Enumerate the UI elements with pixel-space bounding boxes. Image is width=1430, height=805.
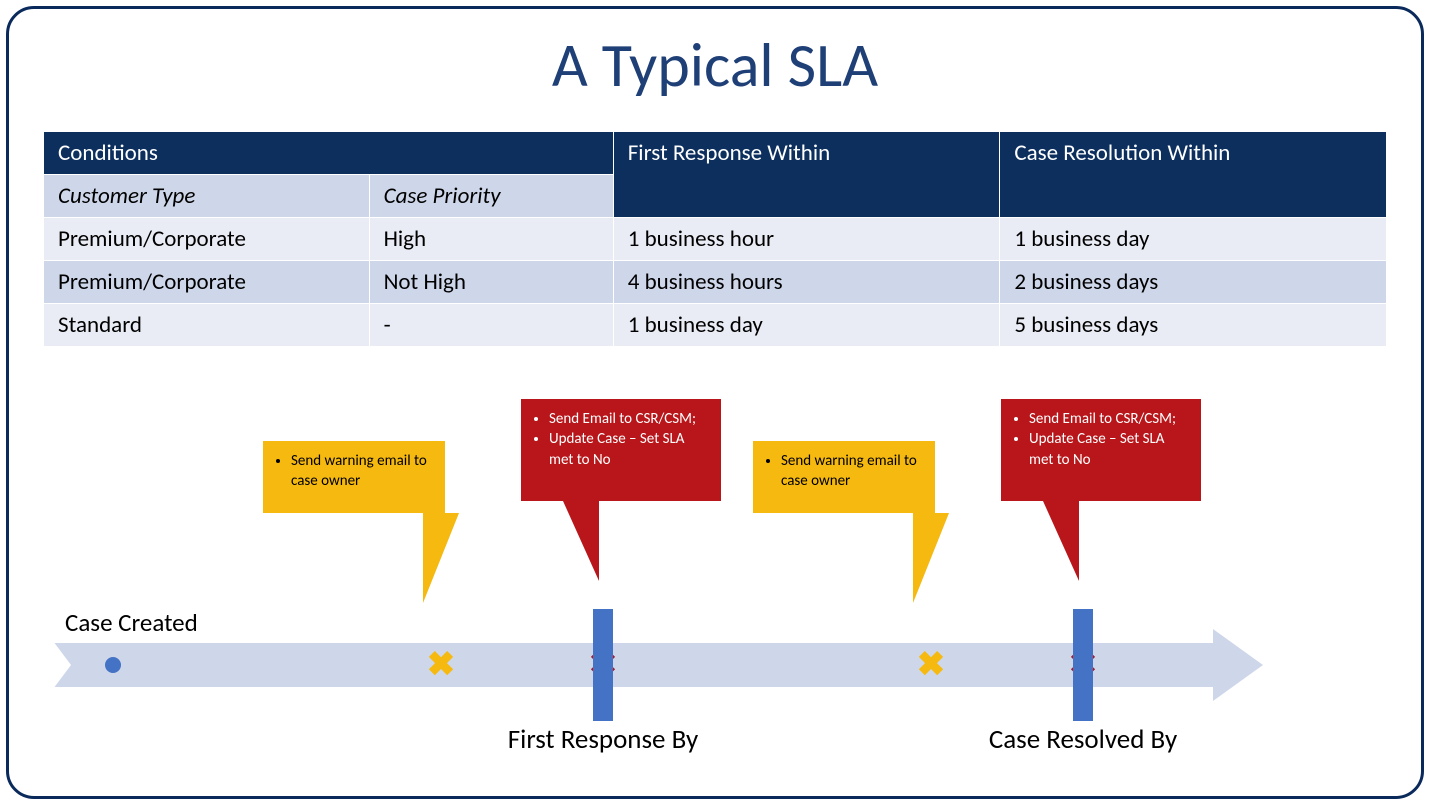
failure-callout-item: Update Case – Set SLA met to No [549,429,711,470]
table-row: Standard-1 business day5 business days [44,304,1387,347]
th-case-priority: Case Priority [369,175,613,218]
warning-x-icon: ✖ [917,645,946,686]
milestone-label: First Response By [508,723,699,756]
th-customer-type: Customer Type [44,175,370,218]
warning-callout-item: Send warning email to case owner [291,451,435,492]
slide-title: A Typical SLA [43,27,1387,103]
cell-first-response: 1 business hour [613,218,1000,261]
slide-frame: A Typical SLA Conditions First Response … [6,6,1424,799]
cell-first-response: 4 business hours [613,261,1000,304]
cell-case-resolution: 2 business days [1000,261,1387,304]
table-row: Premium/CorporateNot High4 business hour… [44,261,1387,304]
th-conditions: Conditions [44,132,614,175]
table-header-row: Conditions First Response Within Case Re… [44,132,1387,175]
cell-case-resolution: 1 business day [1000,218,1387,261]
callout-tail-icon [913,513,949,603]
cell-case-priority: Not High [369,261,613,304]
table-row: Premium/CorporateHigh1 business hour1 bu… [44,218,1387,261]
cell-customer-type: Premium/Corporate [44,218,370,261]
cell-first-response: 1 business day [613,304,1000,347]
warning-callout: Send warning email to case owner [753,441,935,513]
start-dot-icon [105,657,121,673]
milestone-bar [1073,609,1093,721]
th-first-response: First Response Within [613,132,1000,218]
timeline-arrow-body [53,643,1213,687]
th-case-resolution: Case Resolution Within [1000,132,1387,218]
warning-callout: Send warning email to case owner [263,441,445,513]
callout-tail-icon [563,501,599,581]
failure-callout-item: Send Email to CSR/CSM; [1029,409,1191,429]
failure-callout: Send Email to CSR/CSM;Update Case – Set … [1001,399,1201,501]
failure-callout: Send Email to CSR/CSM;Update Case – Set … [521,399,721,501]
case-created-label: Case Created [65,607,198,638]
cell-case-resolution: 5 business days [1000,304,1387,347]
cell-customer-type: Premium/Corporate [44,261,370,304]
cell-case-priority: High [369,218,613,261]
milestone-label: Case Resolved By [989,723,1177,756]
milestone-bar [593,609,613,721]
warning-x-icon: ✖ [427,645,456,686]
failure-callout-item: Update Case – Set SLA met to No [1029,429,1191,470]
timeline-arrow-head [1213,629,1263,701]
timeline-arrow-notch [53,641,71,689]
callout-tail-icon [423,513,459,603]
cell-case-priority: - [369,304,613,347]
warning-callout-item: Send warning email to case owner [781,451,925,492]
sla-table: Conditions First Response Within Case Re… [43,131,1387,347]
timeline: Case Created Send warning email to case … [43,383,1387,743]
table-body: Premium/CorporateHigh1 business hour1 bu… [44,218,1387,347]
failure-callout-item: Send Email to CSR/CSM; [549,409,711,429]
cell-customer-type: Standard [44,304,370,347]
callout-tail-icon [1043,501,1079,581]
